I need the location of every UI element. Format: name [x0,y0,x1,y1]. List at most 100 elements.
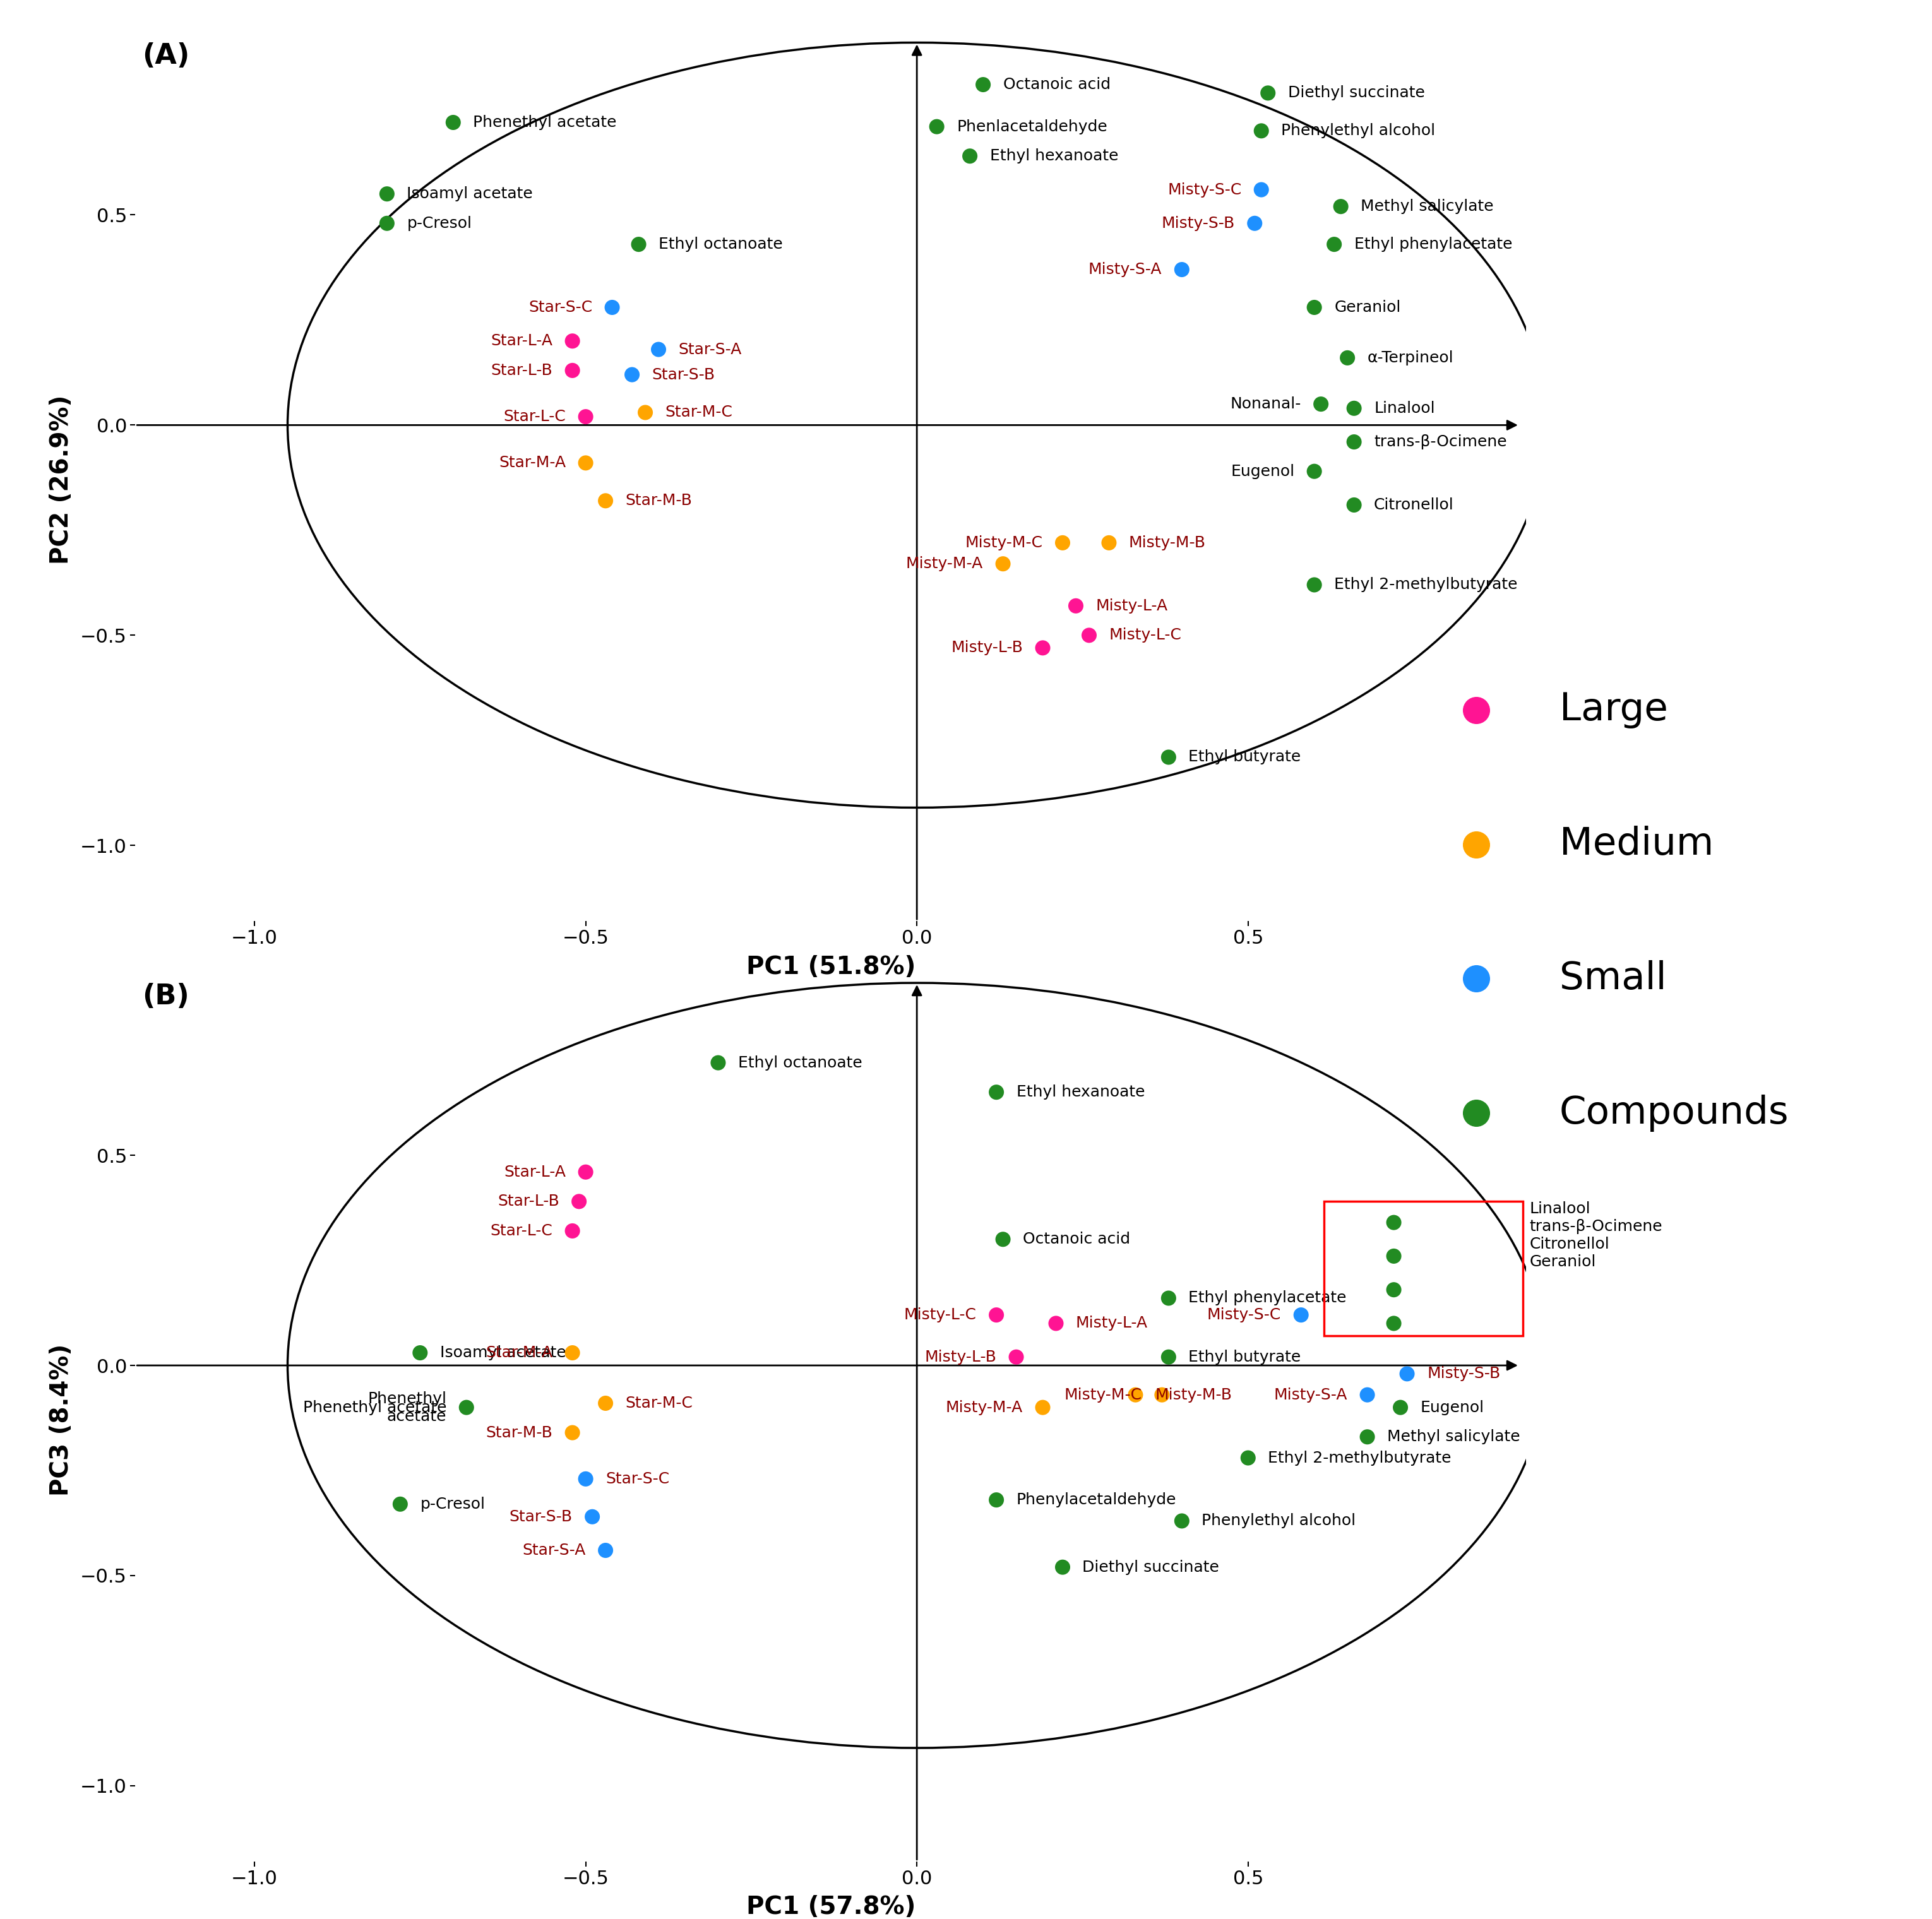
Point [1385,1391,1416,1422]
Bar [1323,1201,1522,1336]
Text: Star-L-C: Star-L-C [504,409,566,424]
Text: Phenethyl
acetate: Phenethyl acetate [367,1391,446,1424]
Point [1339,393,1370,424]
Text: Star-L-C: Star-L-C [491,1222,553,1238]
Text: Ethyl butyrate: Ethyl butyrate [1188,1349,1300,1364]
Point [556,1418,587,1449]
Point [384,1489,415,1520]
Text: Ethyl hexanoate: Ethyl hexanoate [989,148,1119,163]
Text: Misty-S-A: Misty-S-A [1273,1387,1347,1403]
Y-axis label: PC3 (8.4%): PC3 (8.4%) [48,1343,73,1497]
Point [1047,1552,1078,1583]
Point [1331,342,1362,372]
Text: Misty-L-A: Misty-L-A [1076,1316,1148,1332]
Point [922,111,952,142]
Point [1246,175,1277,205]
Text: Nonanal-: Nonanal- [1231,397,1300,413]
Point [968,69,999,100]
Point [589,1535,620,1566]
Text: Ethyl phenylacetate: Ethyl phenylacetate [1354,236,1513,251]
Text: Methyl salicylate: Methyl salicylate [1387,1430,1520,1445]
Point [564,1186,595,1217]
X-axis label: PC1 (51.8%): PC1 (51.8%) [746,956,916,979]
Text: Misty-M-A: Misty-M-A [906,557,983,572]
Point [1339,426,1370,457]
Point [1378,1274,1408,1305]
Point [1252,77,1283,107]
Text: Misty-L-B: Misty-L-B [951,641,1022,656]
Point [570,1464,601,1495]
Text: Linalool
trans-β-Ocimene
Citronellol
Geraniol: Linalool trans-β-Ocimene Citronellol Ger… [1530,1201,1663,1268]
Text: Star-S-B: Star-S-B [510,1508,572,1524]
Text: trans-β-Ocimene: trans-β-Ocimene [1374,434,1507,449]
Text: Ethyl 2-methylbutyrate: Ethyl 2-methylbutyrate [1267,1451,1451,1466]
Text: Ethyl phenylacetate: Ethyl phenylacetate [1188,1291,1347,1305]
Point [1153,1282,1184,1313]
Point [578,1501,609,1531]
Point [954,140,985,171]
Point [1153,1341,1184,1372]
Text: Ethyl hexanoate: Ethyl hexanoate [1016,1084,1146,1100]
Text: Ethyl octanoate: Ethyl octanoate [659,236,782,251]
Point [1339,489,1370,520]
Point [570,447,601,478]
Text: Citronellol: Citronellol [1374,497,1455,512]
Text: Phenlacetaldehyde: Phenlacetaldehyde [956,119,1107,134]
Text: Star-M-A: Star-M-A [485,1345,553,1361]
Point [1146,1380,1177,1410]
Text: Misty-L-C: Misty-L-C [904,1307,976,1322]
Point [981,1299,1012,1330]
Text: Phenethyl acetate: Phenethyl acetate [473,115,616,130]
Point [1041,1309,1072,1339]
Text: Eugenol: Eugenol [1420,1399,1484,1414]
Text: Star-S-A: Star-S-A [678,342,742,357]
Text: Phenylethyl alcohol: Phenylethyl alcohol [1281,123,1435,138]
Text: Misty-L-C: Misty-L-C [1109,628,1182,643]
Text: p-Cresol: p-Cresol [408,215,471,230]
Point [630,397,661,428]
Text: Misty-S-B: Misty-S-B [1161,215,1235,230]
Text: Isoamyl acetate: Isoamyl acetate [440,1345,566,1361]
Text: Star-S-B: Star-S-B [651,367,715,382]
Point [589,1387,620,1418]
Point [556,326,587,357]
Point [439,107,469,138]
Point [703,1048,734,1078]
Text: Star-L-B: Star-L-B [491,363,553,378]
Text: Misty-M-A: Misty-M-A [945,1399,1022,1414]
Point [1298,292,1329,322]
Point [1246,115,1277,146]
Point [987,1224,1018,1255]
Point [1391,1359,1422,1389]
Text: Ethyl butyrate: Ethyl butyrate [1188,750,1300,766]
Text: Compounds: Compounds [1559,1094,1789,1132]
Text: Octanoic acid: Octanoic acid [1022,1232,1130,1247]
Point [556,355,587,386]
Text: Misty-L-A: Misty-L-A [1095,599,1167,614]
Text: Octanoic acid: Octanoic acid [1003,77,1111,92]
Point [404,1338,435,1368]
Text: Phenylethyl alcohol: Phenylethyl alcohol [1202,1514,1356,1529]
Text: p-Cresol: p-Cresol [419,1497,485,1512]
Point [1378,1309,1408,1339]
Point [1153,743,1184,773]
Text: Geraniol: Geraniol [1335,299,1401,315]
Text: Eugenol: Eugenol [1231,464,1294,480]
Point [1298,570,1329,601]
Point [1094,528,1124,558]
Text: Phenethyl acetate: Phenethyl acetate [303,1399,446,1414]
Text: Ethyl octanoate: Ethyl octanoate [738,1055,862,1071]
Point [1001,1341,1032,1372]
Point [643,334,674,365]
Text: Star-L-A: Star-L-A [504,1165,566,1180]
Text: Misty-L-B: Misty-L-B [925,1349,997,1364]
Point [1167,1506,1198,1537]
Text: α-Terpineol: α-Terpineol [1368,351,1453,365]
Point [616,359,647,390]
Point [371,178,402,209]
Point [1167,253,1198,284]
Point [556,1338,587,1368]
Text: Ethyl 2-methylbutyrate: Ethyl 2-methylbutyrate [1335,578,1519,593]
Point [450,1391,481,1422]
Point [597,292,628,322]
